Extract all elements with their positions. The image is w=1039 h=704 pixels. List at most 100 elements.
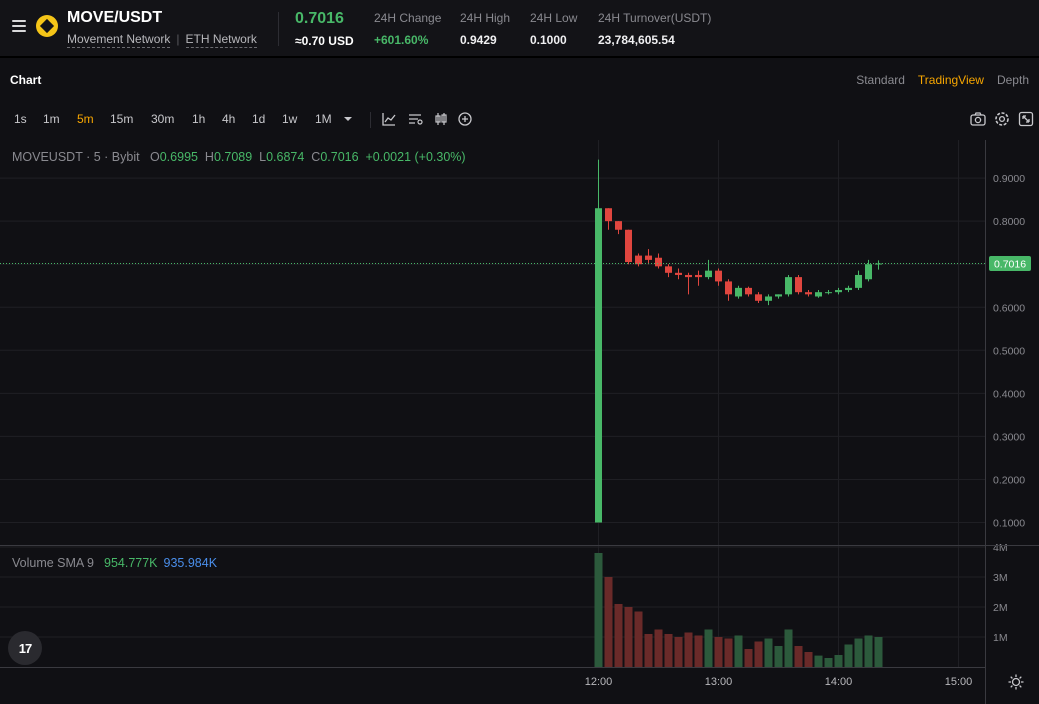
stat-label: 24H High: [460, 11, 511, 25]
timeframe-1h[interactable]: 1h: [192, 112, 206, 126]
view-tradingview[interactable]: TradingView: [917, 73, 984, 87]
candles: [595, 159, 882, 523]
network-tag-eth[interactable]: ETH Network: [185, 32, 257, 48]
legend-high-label: H: [204, 150, 214, 164]
candle-body: [655, 257, 662, 267]
candle-body: [715, 270, 722, 282]
pair-title[interactable]: MOVE/USDT: [67, 9, 163, 26]
timeframe-1w[interactable]: 1w: [282, 112, 298, 126]
chart-grid: [0, 140, 985, 667]
price-tick-label: 0.4000: [993, 388, 1025, 400]
chart-toolbar: 1s 1m 5m 15m 30m 1h 4h 1d 1w 1M: [0, 106, 1039, 134]
price-tick-label: 0.3000: [993, 431, 1025, 443]
candle-body: [805, 292, 812, 295]
candle-body: [795, 277, 802, 293]
volume-bar: [694, 635, 703, 667]
volume-bar: [854, 638, 863, 667]
candle-body: [635, 255, 642, 265]
volume-bar: [724, 638, 733, 667]
add-plus-circle-icon[interactable]: [456, 110, 474, 128]
volume-bar: [824, 658, 833, 667]
candle-body: [825, 292, 832, 294]
price-tick-label: 0.6000: [993, 302, 1025, 314]
view-depth[interactable]: Depth: [996, 73, 1029, 87]
stat-value: 0.9429: [460, 33, 497, 47]
candle-body: [745, 287, 752, 295]
legend-open: 0.6995: [159, 150, 198, 164]
indicators-list-icon[interactable]: [406, 110, 424, 128]
network-tag-movement[interactable]: Movement Network: [67, 32, 171, 48]
volume-tick-label: 4M: [993, 542, 1008, 554]
chart-axes: 0.90000.80000.70000.60000.50000.40000.30…: [0, 140, 1039, 704]
price-tick-label: 0.1000: [993, 518, 1025, 530]
candle-body: [665, 266, 672, 273]
settings-gear-icon[interactable]: [993, 110, 1011, 128]
volume-bar: [784, 629, 793, 667]
legend-open-label: O: [150, 150, 160, 164]
volume-bar: [844, 644, 853, 667]
chevron-down-icon[interactable]: [339, 110, 357, 128]
price-tick-label: 0.2000: [993, 474, 1025, 486]
sun-settings-icon[interactable]: [1007, 673, 1025, 691]
volume-bar: [654, 629, 663, 667]
chart-title: Chart: [10, 73, 42, 87]
candle-body: [775, 294, 782, 297]
timeframe-5m[interactable]: 5m: [77, 112, 94, 126]
legend-symbol: MOVEUSDT · 5 · Bybit: [12, 150, 140, 164]
timeframe-30m[interactable]: 30m: [151, 112, 175, 126]
move-coin-logo: [36, 15, 58, 37]
volume-sma-value: 935.984K: [163, 556, 218, 570]
candle-body: [705, 270, 712, 278]
legend-close: 0.7016: [320, 150, 359, 164]
candle-body: [605, 208, 612, 222]
timeframe-1s[interactable]: 1s: [14, 112, 27, 126]
volume-bar: [794, 646, 803, 667]
time-tick-label: 13:00: [705, 676, 733, 688]
timeframe-15m[interactable]: 15m: [110, 112, 134, 126]
network-tags: Movement Network | ETH Network: [67, 32, 257, 48]
current-price-label: 0.7016: [994, 259, 1026, 271]
volume-bar: [704, 629, 713, 667]
volume-bar: [604, 577, 613, 667]
volume-bar: [774, 646, 783, 667]
candle-body: [765, 296, 772, 301]
camera-icon[interactable]: [969, 110, 987, 128]
menu-icon[interactable]: [12, 20, 26, 32]
timeframe-1d[interactable]: 1d: [252, 112, 266, 126]
stat-label: 24H Change: [374, 11, 442, 25]
view-standard[interactable]: Standard: [856, 73, 905, 87]
volume-bar: [874, 637, 883, 667]
fullscreen-icon[interactable]: [1017, 110, 1035, 128]
tradingview-logo[interactable]: 17: [8, 631, 42, 665]
candle-body: [835, 290, 842, 293]
volume-bar: [804, 652, 813, 667]
volume-tick-label: 3M: [993, 572, 1008, 584]
volume-tick-label: 1M: [993, 632, 1008, 644]
time-tick-label: 14:00: [825, 676, 853, 688]
timeframe-1m[interactable]: 1m: [43, 112, 60, 126]
volume-bar: [814, 655, 823, 667]
timeframe-1M[interactable]: 1M: [315, 112, 332, 126]
volume-bar: [684, 632, 693, 667]
candle-body: [595, 208, 602, 523]
stat-24h-change: 24H Change +601.60%: [374, 11, 441, 47]
stat-value: +601.60%: [374, 33, 429, 47]
volume-bar: [594, 553, 603, 667]
volume-bar: [634, 611, 643, 667]
indicator-line-icon[interactable]: [380, 110, 398, 128]
volume-legend: Volume SMA 9 954.777K 935.984K: [12, 556, 217, 570]
stat-24h-high: 24H High 0.9429: [460, 11, 510, 47]
volume-value: 954.777K: [104, 556, 158, 570]
candle-body: [735, 287, 742, 297]
legend-change: +0.0021 (+0.30%): [365, 150, 466, 164]
candle-body: [815, 292, 822, 297]
timeframe-4h[interactable]: 4h: [222, 112, 236, 126]
volume-bar: [754, 641, 763, 667]
candle-body: [855, 274, 862, 288]
legend-low-label: L: [259, 150, 267, 164]
candle-body: [645, 255, 652, 260]
chart-view-switcher: Standard TradingView Depth: [843, 73, 1029, 87]
candle-body: [865, 264, 872, 280]
candlestick-type-icon[interactable]: [432, 110, 450, 128]
